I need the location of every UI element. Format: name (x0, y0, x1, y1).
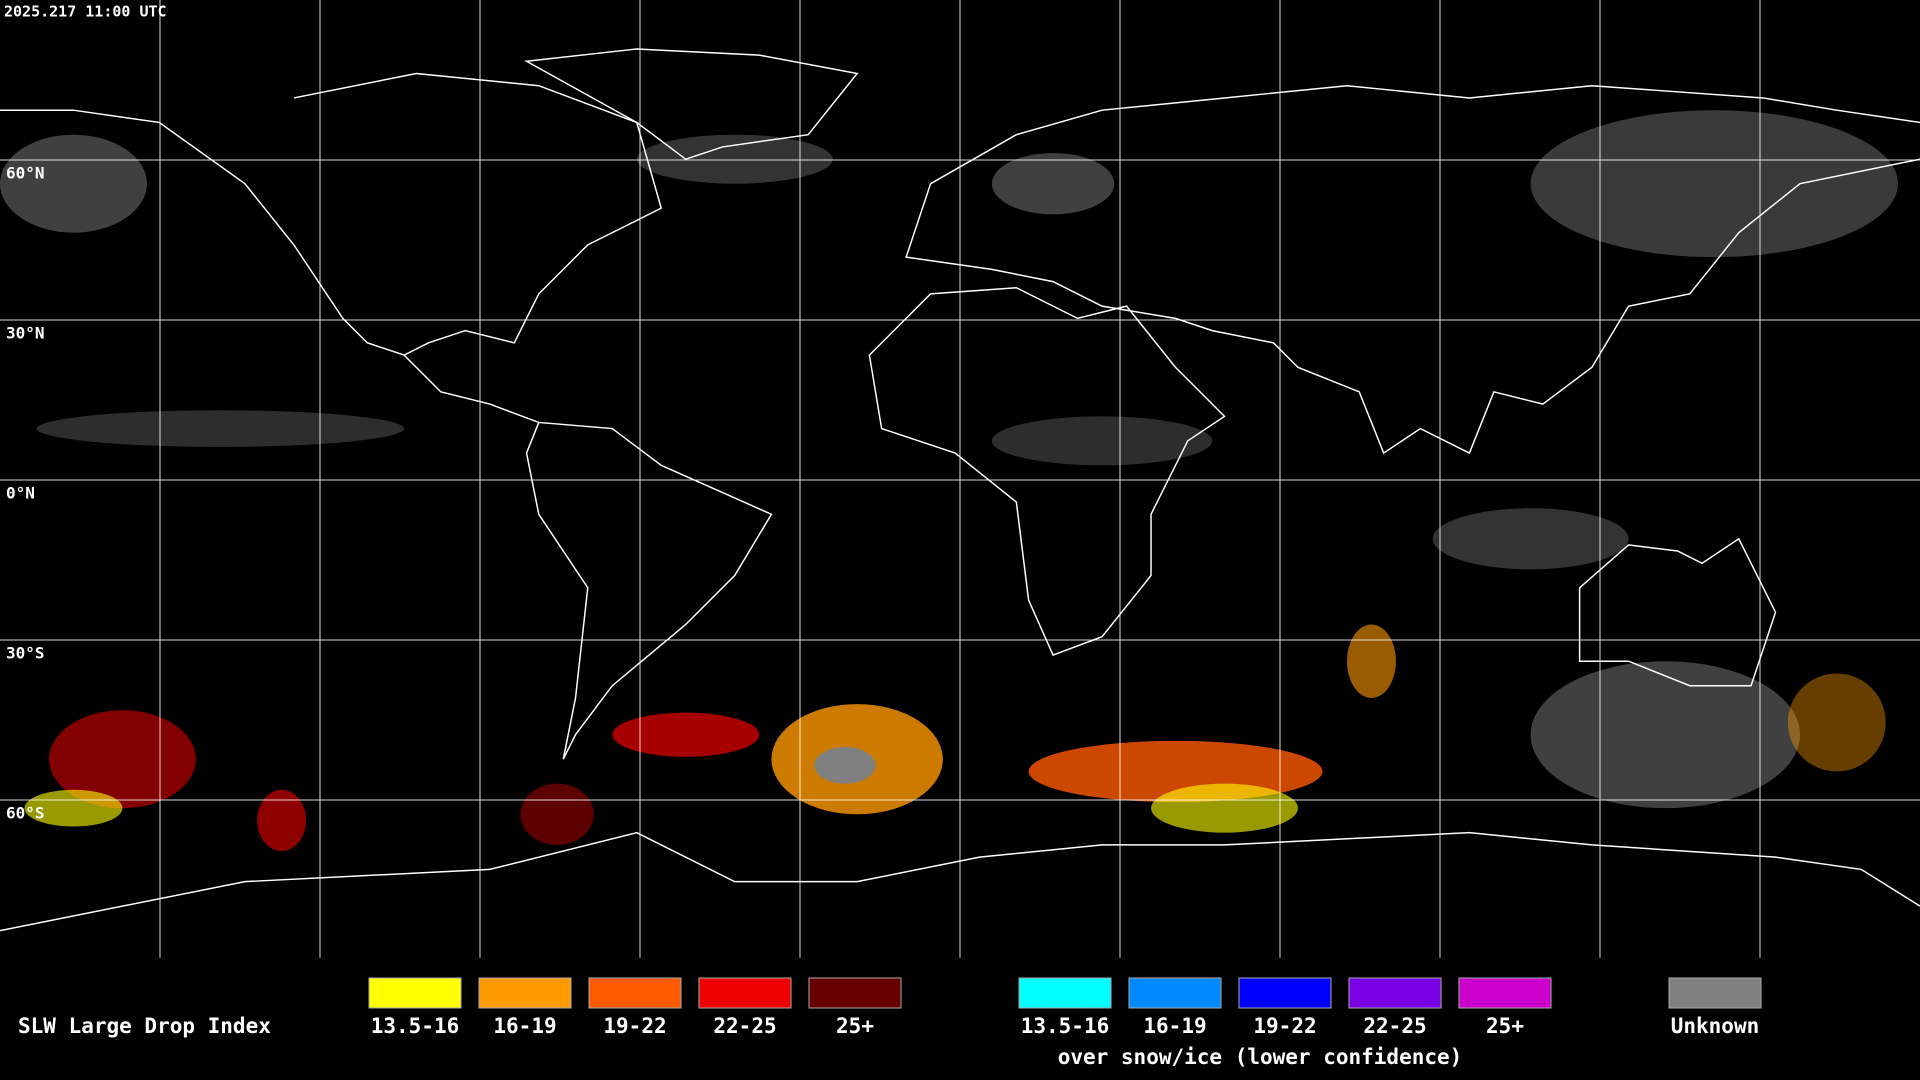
legend-label: 13.5-16 (371, 1014, 460, 1038)
legend-swatch (698, 977, 792, 1009)
legend-swatch (368, 977, 462, 1009)
legend-label: Unknown (1671, 1014, 1760, 1038)
latitude-label: 60°N (6, 164, 45, 183)
legend-swatch (588, 977, 682, 1009)
legend-swatch (1458, 977, 1552, 1009)
legend-label: 25+ (1486, 1014, 1524, 1038)
legend-label: 16-19 (1143, 1014, 1206, 1038)
legend-label: 19-22 (603, 1014, 666, 1038)
legend-swatch (478, 977, 572, 1009)
latitude-label: 30°N (6, 324, 45, 343)
legend-label: 22-25 (713, 1014, 776, 1038)
latitude-label: 60°S (6, 804, 45, 823)
latitude-label: 0°N (6, 484, 35, 503)
legend-label: 22-25 (1363, 1014, 1426, 1038)
legend-label: 13.5-16 (1021, 1014, 1110, 1038)
legend-swatch (808, 977, 902, 1009)
legend-note: over snow/ice (lower confidence) (1058, 1045, 1463, 1069)
legend-swatch (1018, 977, 1112, 1009)
legend-label: 19-22 (1253, 1014, 1316, 1038)
latitude-label: 30°S (6, 644, 45, 663)
legend-label: 16-19 (493, 1014, 556, 1038)
timestamp: 2025.217 11:00 UTC (4, 3, 167, 21)
graticule (0, 0, 1920, 958)
legend-title: SLW Large Drop Index (18, 1014, 271, 1038)
legend-swatch (1238, 977, 1332, 1009)
cloud-patches (0, 48, 1920, 932)
legend-swatch (1668, 977, 1762, 1009)
map: 2025.217 11:00 UTC (0, 0, 1920, 958)
legend-swatch (1128, 977, 1222, 1009)
legend-label: 25+ (836, 1014, 874, 1038)
legend-swatch (1348, 977, 1442, 1009)
